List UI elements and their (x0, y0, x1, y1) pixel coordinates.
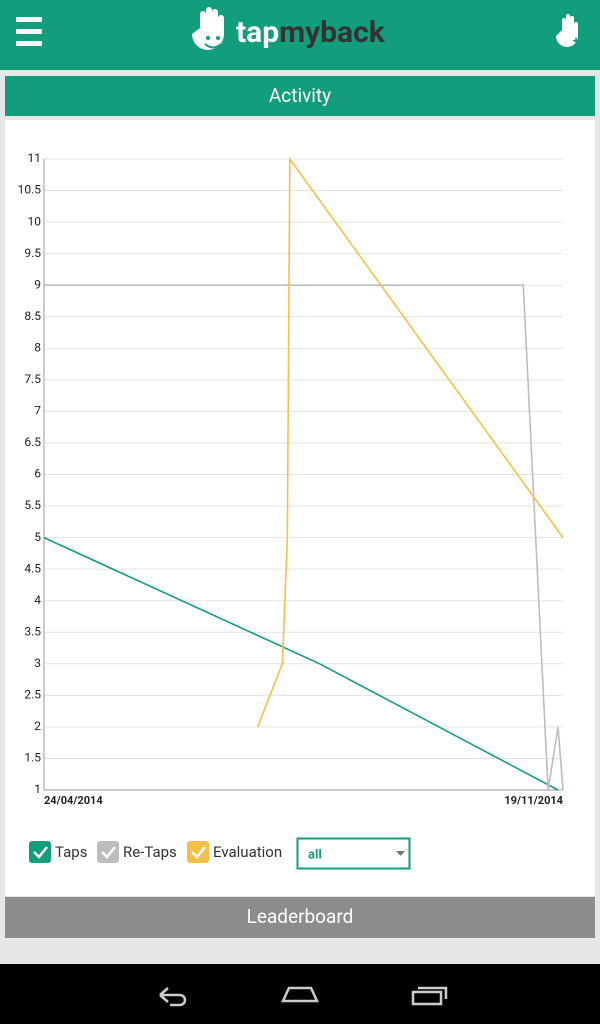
y-tick-label: 3.5 (24, 624, 41, 638)
y-tick-label: 4 (34, 593, 41, 607)
y-tick-label: 1.5 (24, 751, 41, 765)
chart-card (5, 120, 595, 896)
y-tick-label: 2 (34, 719, 41, 733)
y-tick-label: 3 (34, 656, 41, 670)
app-bar (0, 0, 600, 70)
legend-checkbox[interactable] (97, 841, 119, 863)
y-tick-label: 7.5 (24, 372, 41, 386)
activity-title: Activity (269, 84, 331, 107)
x-tick-label: 24/04/2014 (44, 794, 103, 807)
y-tick-label: 4.5 (24, 561, 41, 575)
series-line (43, 536, 559, 791)
legend-label: Re-Taps (123, 843, 177, 861)
home-button[interactable] (281, 986, 319, 1003)
leaderboard-title: Leaderboard (247, 905, 354, 928)
y-tick-label: 10.5 (18, 183, 42, 197)
y-tick-label: 8.5 (24, 309, 41, 323)
nav-bar (0, 964, 600, 1024)
y-tick-label: 2.5 (24, 688, 41, 702)
legend-label: Taps (55, 843, 87, 861)
y-tick-label: 7 (34, 404, 41, 418)
legend-checkbox[interactable] (187, 841, 209, 863)
y-tick-label: 9 (34, 277, 41, 291)
y-tick-label: 11 (28, 151, 42, 165)
y-tick-label: 6.5 (24, 435, 41, 449)
check-mark (101, 846, 116, 859)
y-tick-label: 6 (34, 467, 41, 481)
logo-icon (192, 7, 224, 50)
x-tick-label: 19/11/2014 (504, 794, 563, 807)
legend: Taps Re-Taps Evaluation (29, 841, 282, 863)
check-mark (191, 846, 206, 859)
legend-label: Evaluation (213, 843, 282, 861)
menu-button[interactable] (16, 17, 42, 46)
logo-tap: tap (236, 15, 279, 50)
filter-value: all (308, 847, 322, 862)
y-tick-label: 5.5 (24, 498, 41, 512)
y-tick-label: 9.5 (24, 246, 41, 260)
logo-myback: myback (279, 15, 386, 50)
leaderboard-header[interactable] (5, 897, 595, 938)
logo-text: tapmyback (236, 15, 386, 50)
series-line (44, 284, 564, 791)
y-tick-label: 8 (34, 340, 41, 354)
recents-button[interactable] (411, 986, 448, 1006)
svg-text:+: + (573, 34, 580, 48)
check-mark (33, 846, 48, 859)
series-line (256, 156, 564, 728)
legend-checkbox[interactable] (29, 841, 51, 863)
filter-dropdown[interactable]: all (296, 837, 411, 870)
tap-button[interactable]: + (556, 14, 580, 48)
chart: 1 1.5 2 2.5 3 3.5 4 4.5 5 5.5 6 6.5 7 7.5 8 8.5 9 9.5 10 10… (18, 151, 564, 807)
y-tick-label: 1 (34, 782, 41, 796)
y-tick-label: 10 (28, 214, 42, 228)
back-button[interactable] (159, 987, 187, 1007)
activity-header (5, 76, 595, 116)
y-tick-label: 5 (34, 530, 41, 544)
